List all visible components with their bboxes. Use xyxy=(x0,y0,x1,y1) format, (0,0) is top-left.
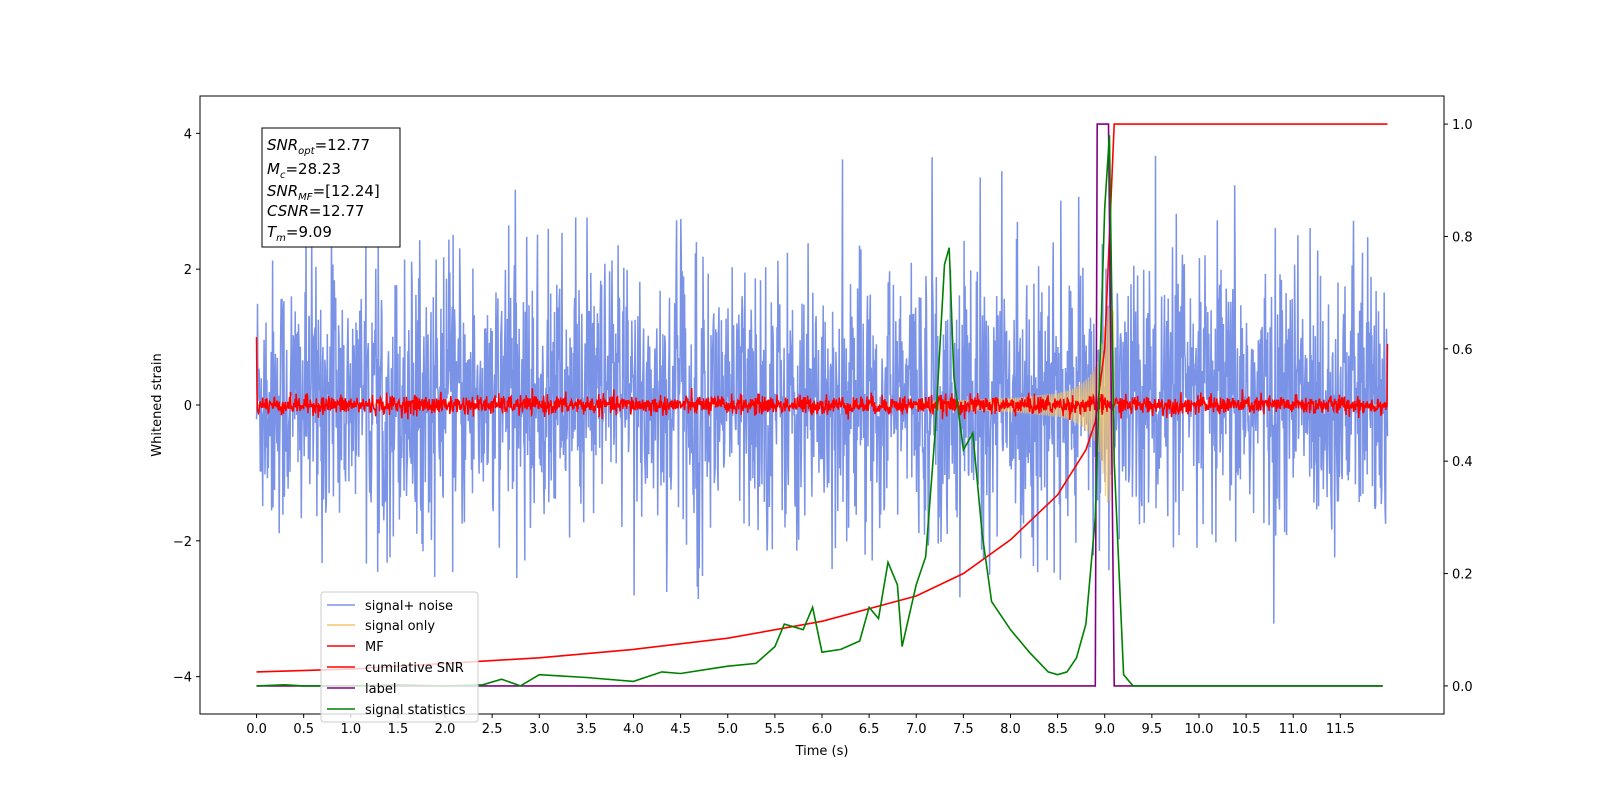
x-tick-label: 4.0 xyxy=(623,722,644,737)
y-tick-label-left: 2 xyxy=(184,263,192,278)
x-tick-label: 0.5 xyxy=(293,722,314,737)
legend: signal+ noise signal only MF cumilative … xyxy=(320,591,479,723)
y-axis-label: Whitened strain xyxy=(150,353,165,456)
legend-frame xyxy=(320,591,479,723)
info-snr-mf: SNRMF=[12.24] xyxy=(267,182,380,203)
y-tick-label-left: −4 xyxy=(173,671,192,686)
y-tick-label-right: 0.4 xyxy=(1452,455,1473,470)
info-box-frame xyxy=(261,127,401,248)
legend-label-cumulative-snr: cumilative SNR xyxy=(365,661,464,676)
y-tick-label-right: 0.2 xyxy=(1452,568,1473,583)
x-tick-label: 3.5 xyxy=(576,722,597,737)
x-tick-label: 0.0 xyxy=(246,722,267,737)
legend-label-signal-statistics: signal statistics xyxy=(365,703,466,718)
legend-label-label: label xyxy=(365,682,396,697)
x-tick-label: 10.0 xyxy=(1184,722,1213,737)
series-mf xyxy=(255,337,1389,420)
data-layer xyxy=(255,123,1389,687)
x-tick-label: 1.5 xyxy=(388,722,409,737)
y-tick-label-right: 0.8 xyxy=(1452,230,1473,245)
legend-label-mf: MF xyxy=(365,640,384,655)
series-signal-statistics xyxy=(256,135,1383,687)
x-tick-label: 8.5 xyxy=(1047,722,1068,737)
info-csnr: CSNR=12.77 xyxy=(267,202,364,220)
x-tick-label: 10.5 xyxy=(1232,722,1261,737)
y-tick-label-right: 0.6 xyxy=(1452,343,1473,358)
series-cumulative-snr xyxy=(256,123,1388,673)
y-tick-label-left: 4 xyxy=(184,127,192,142)
x-tick-label: 3.0 xyxy=(529,722,550,737)
info-box: SNRopt=12.77 Mc=28.23 SNRMF=[12.24] CSNR… xyxy=(261,127,401,248)
x-tick-label: 7.5 xyxy=(953,722,974,737)
legend-label-signal-noise: signal+ noise xyxy=(365,599,453,614)
series-signal-noise xyxy=(255,155,1389,624)
x-tick-label: 7.0 xyxy=(906,722,927,737)
x-tick-label: 5.0 xyxy=(717,722,738,737)
info-mc: Mc=28.23 xyxy=(267,160,341,181)
x-tick-label: 2.5 xyxy=(482,722,503,737)
x-tick-label: 8.0 xyxy=(1000,722,1021,737)
x-tick-label: 6.5 xyxy=(859,722,880,737)
x-axis: 0.0 0.5 1.0 1.5 2.0 2.5 3.0 3.5 4.0 4.5 5.0 5.5 6.0 6… xyxy=(246,714,1355,737)
x-tick-label: 11.0 xyxy=(1279,722,1308,737)
info-tm: Tm=9.09 xyxy=(267,223,332,244)
x-tick-label: 6.0 xyxy=(812,722,833,737)
y-tick-label-left: −2 xyxy=(173,535,192,550)
x-tick-label: 5.5 xyxy=(765,722,786,737)
x-tick-label: 4.5 xyxy=(670,722,691,737)
y-axis-left: 4 2 0 −2 −4 xyxy=(173,127,200,686)
legend-label-signal-only: signal only xyxy=(365,619,435,634)
x-axis-label: Time (s) xyxy=(795,744,849,759)
x-tick-label: 1.0 xyxy=(340,722,361,737)
x-tick-label: 9.0 xyxy=(1094,722,1115,737)
x-tick-label: 9.5 xyxy=(1142,722,1163,737)
y-tick-label-right: 0.0 xyxy=(1452,680,1473,695)
x-tick-label: 11.5 xyxy=(1326,722,1355,737)
y-axis-right: 1.0 0.8 0.6 0.4 0.2 0.0 xyxy=(1444,118,1473,695)
y-tick-label-left: 0 xyxy=(184,399,192,414)
info-snr-opt: SNRopt=12.77 xyxy=(267,136,370,157)
y-tick-label-right: 1.0 xyxy=(1452,118,1473,133)
x-tick-label: 2.0 xyxy=(435,722,456,737)
